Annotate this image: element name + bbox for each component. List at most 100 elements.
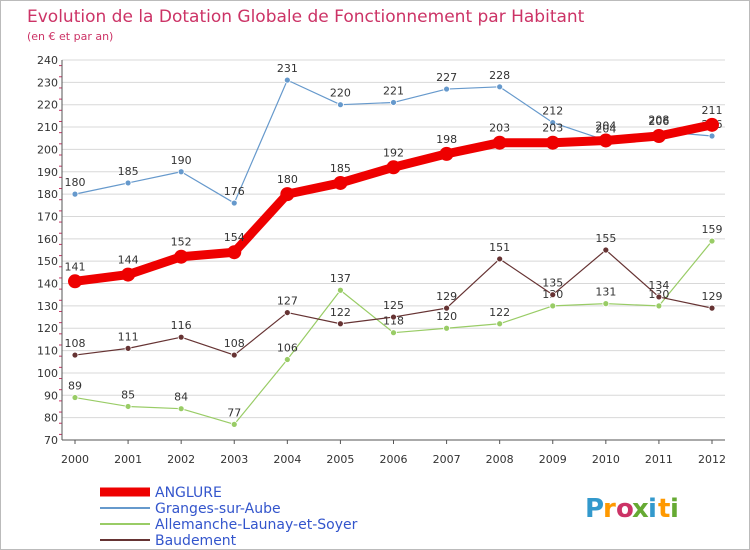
data-point xyxy=(549,119,557,126)
legend-label: Allemanche-Launay-et-Soyer xyxy=(155,517,358,533)
data-point xyxy=(598,133,613,148)
data-label: 84 xyxy=(174,391,188,404)
data-label: 185 xyxy=(118,165,139,178)
logo-letter: x xyxy=(632,494,649,524)
logo-letter: o xyxy=(616,494,634,524)
data-point xyxy=(280,187,295,202)
data-label: 127 xyxy=(277,295,298,308)
data-point xyxy=(549,302,557,310)
y-tick-label: 160 xyxy=(37,233,58,246)
data-label: 159 xyxy=(702,223,723,236)
data-label: 180 xyxy=(277,173,298,186)
plot-background xyxy=(62,60,725,440)
x-tick-label: 2002 xyxy=(167,453,195,466)
data-point xyxy=(177,168,185,176)
data-label: 134 xyxy=(648,279,669,292)
data-point xyxy=(545,135,560,150)
data-label: 137 xyxy=(330,272,351,285)
data-point xyxy=(602,246,610,254)
data-label: 154 xyxy=(224,231,245,244)
y-tick-label: 70 xyxy=(44,434,58,447)
data-point xyxy=(443,85,450,93)
x-tick-label: 2003 xyxy=(220,453,248,466)
data-point xyxy=(655,302,663,310)
data-label: 220 xyxy=(330,87,351,100)
y-tick-label: 130 xyxy=(37,300,58,313)
data-point xyxy=(68,274,82,289)
data-label: 129 xyxy=(702,290,723,303)
data-label: 144 xyxy=(118,254,139,267)
x-tick-label: 2008 xyxy=(486,453,514,466)
data-point xyxy=(496,83,504,91)
series-granges-sur-aube: 180 185 190 176 231 220 221 227 228 212 204 208206 xyxy=(65,62,723,207)
logo-letter: t xyxy=(658,494,670,524)
y-tick-label: 220 xyxy=(37,99,58,112)
y-tick-label: 190 xyxy=(37,166,58,179)
y-tick-label: 110 xyxy=(37,345,58,358)
data-point xyxy=(549,291,557,299)
data-label: 125 xyxy=(383,299,404,312)
y-tick-label: 90 xyxy=(44,389,58,402)
data-label: 108 xyxy=(224,337,245,350)
data-label: 116 xyxy=(171,319,192,332)
data-label: 206 xyxy=(648,115,669,128)
data-point xyxy=(390,313,397,321)
data-label: 212 xyxy=(542,105,563,118)
y-tick-label: 240 xyxy=(37,54,58,67)
data-point xyxy=(174,249,189,264)
data-label: 176 xyxy=(224,185,245,198)
data-label: 120 xyxy=(436,310,457,323)
legend-label: ANGLURE xyxy=(155,485,222,501)
data-label: 122 xyxy=(330,306,351,319)
data-label: 192 xyxy=(383,146,404,159)
data-point xyxy=(492,135,507,150)
data-point xyxy=(337,320,344,328)
y-axis: 70 80 90 100 110 120 130 140 150 160 170 180 190 200 2… xyxy=(37,54,63,447)
data-label: 211 xyxy=(702,104,723,117)
data-label: 106 xyxy=(277,342,298,355)
x-tick-label: 2001 xyxy=(114,453,142,466)
y-tick-label: 100 xyxy=(37,367,58,380)
y-tick-label: 140 xyxy=(37,278,58,291)
x-tick-label: 2009 xyxy=(539,453,567,466)
data-point xyxy=(227,245,242,260)
data-point xyxy=(124,403,132,410)
x-tick-label: 2007 xyxy=(433,453,461,466)
data-label: 135 xyxy=(542,277,563,290)
data-label: 111 xyxy=(118,330,139,343)
data-point xyxy=(71,351,79,359)
data-label: 204 xyxy=(595,122,616,135)
x-tick-label: 2004 xyxy=(273,453,301,466)
data-point xyxy=(496,320,504,328)
y-tick-label: 210 xyxy=(37,121,58,134)
data-point xyxy=(337,286,344,294)
data-label: 228 xyxy=(489,69,510,82)
series-allemanche-launay-et-soyer: 89858477106137118120122130131130159 xyxy=(68,223,723,428)
data-point xyxy=(708,304,716,312)
data-point xyxy=(655,293,663,301)
y-tick-label: 180 xyxy=(37,188,58,201)
data-point xyxy=(283,309,291,316)
series-group: 180 185 190 176 231 220 221 227 228 212 204 208206 8… xyxy=(65,62,723,428)
x-tick-label: 2006 xyxy=(380,453,408,466)
data-point xyxy=(439,146,454,161)
y-tick-label: 120 xyxy=(37,322,58,335)
chart-subtitle: (en € et par an) xyxy=(27,30,113,43)
x-tick-label: 2011 xyxy=(645,453,673,466)
data-label: 204 xyxy=(595,119,616,132)
data-point xyxy=(230,351,238,359)
data-label: 108 xyxy=(65,337,86,350)
data-point xyxy=(337,101,344,109)
series-baudement: 108 111 116 108 127 122 125 129 151 135 155 134 129 xyxy=(65,232,723,359)
logo-letter: r xyxy=(603,494,616,524)
data-point xyxy=(333,175,348,190)
data-label: 208 xyxy=(648,114,669,127)
data-point xyxy=(283,356,291,363)
legend-label: Baudement xyxy=(155,533,237,549)
logo-letter: i xyxy=(648,494,657,524)
logo-letter: i xyxy=(670,494,679,524)
data-label: 89 xyxy=(68,380,82,393)
data-label: 155 xyxy=(595,232,616,245)
